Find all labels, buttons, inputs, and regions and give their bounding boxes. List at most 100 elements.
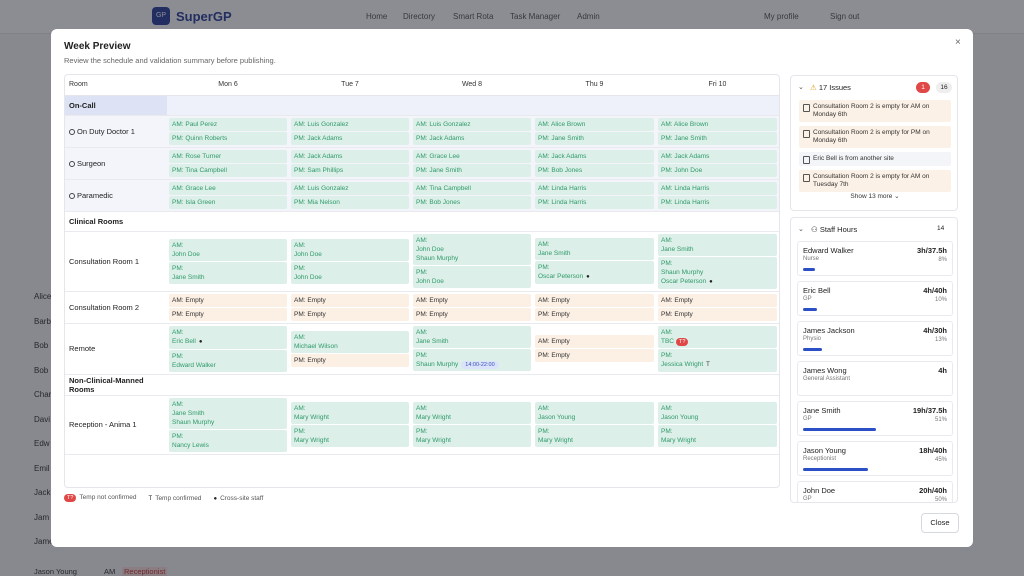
shift-block: AM: Michael Wilson xyxy=(291,330,409,353)
staff-line: Shaun Murphy xyxy=(661,268,704,276)
staff-line: Michael Wilson xyxy=(294,342,338,350)
day-cell: AM: Jane Smith PM: Shaun Murphy 14:00-22:00 xyxy=(411,323,533,375)
staff-line: AM: Paul Perez xyxy=(172,120,218,128)
legend-item: T Temp confirmed xyxy=(149,495,202,502)
shift-block: PM: Quinn Roberts xyxy=(169,131,287,145)
staff-line: Shaun Murphy xyxy=(416,255,459,262)
day-cell: AM: Jack Adams PM: Sam Phillips xyxy=(289,147,411,180)
day-cell: AM: Empty PM: Empty xyxy=(656,291,779,324)
staff-line: AM: Jack Adams xyxy=(538,152,587,160)
staff-count: 14 xyxy=(937,225,945,232)
staff-line: PM: xyxy=(172,264,184,272)
day-cell: AM: Jason Young PM: Mary Wright xyxy=(533,395,656,455)
shift-block: AM: Grace Lee xyxy=(169,181,287,195)
day-cell: AM: Jane Smith PM: Oscar Peterson ● xyxy=(533,231,656,292)
day-cell: AM: Michael Wilson PM: Empty xyxy=(289,323,411,375)
room-cell: On Duty Doctor 1 xyxy=(65,115,167,148)
staff-line: PM: Empty xyxy=(294,356,326,364)
staff-line: AM: xyxy=(416,237,428,244)
close-icon[interactable]: × xyxy=(955,37,961,48)
staff-line: PM: Quinn Roberts xyxy=(172,134,228,142)
staff-percent: 13% xyxy=(934,337,947,343)
legend-label: Temp confirmed xyxy=(155,494,202,502)
room-row: Reception - Anima 1 AM: Jane Smith Shaun Mu… xyxy=(65,395,779,455)
show-more[interactable]: Show 13 more ⌄ xyxy=(850,193,900,200)
section-title: On-Call xyxy=(65,95,167,116)
staff-line: AM: xyxy=(538,241,550,248)
legend-item: ● Cross-site staff xyxy=(213,495,263,502)
staff-line: AM: Empty xyxy=(538,338,570,345)
chevron[interactable]: ⌄ xyxy=(798,84,804,91)
modal-title: Week Preview xyxy=(64,41,131,52)
staff-line: AM: Empty xyxy=(416,296,448,304)
shift-block: AM: Jane Smith Shaun Murphy xyxy=(169,397,287,429)
staff-line: PM: Linda Harris xyxy=(661,198,710,206)
staff-line: AM: Linda Harris xyxy=(538,184,587,192)
staff-line: Jason Young xyxy=(661,414,699,421)
staff-line: PM: xyxy=(172,432,184,440)
staff-percent: 50% xyxy=(934,497,947,503)
section-title: Clinical Rooms xyxy=(65,211,167,232)
staff-line: PM: xyxy=(661,351,673,359)
staff-line: Jane Smith xyxy=(416,338,449,345)
room-name: Consultation Room 2 xyxy=(69,302,140,312)
staff-line: AM: Tina Campbell xyxy=(416,184,471,192)
staff-name: Jane Smith xyxy=(803,406,841,415)
staff-line: PM: xyxy=(416,269,428,276)
shift-block: PM: Shaun Murphy 14:00-22:00 xyxy=(413,349,531,371)
section-row: Non-Clinical-Manned Rooms xyxy=(65,374,779,396)
staff-line: AM: xyxy=(172,400,184,408)
staff-name: John Doe xyxy=(803,486,836,495)
staff-line: PM: xyxy=(538,264,550,271)
staff-hours: 20h/40h xyxy=(919,486,947,495)
shift-block: AM: Alice Brown xyxy=(535,117,654,131)
close-button[interactable]: Close xyxy=(921,513,959,533)
shift-block: AM: Empty xyxy=(535,335,654,348)
section-row: Clinical Rooms xyxy=(65,211,779,232)
section-title: Non-Clinical-Manned Rooms xyxy=(65,374,167,396)
staff-line: AM: xyxy=(294,241,306,249)
shift-block: PM: Jane Smith xyxy=(658,131,777,145)
staff-name: Jason Young xyxy=(803,446,846,455)
staff-line: AM: Empty xyxy=(294,296,326,304)
temp-unconfirmed-badge: T? xyxy=(676,337,689,346)
staff-line: Mary Wright xyxy=(416,437,451,444)
shift-block: PM: Empty xyxy=(535,307,654,321)
staff-name: TBC xyxy=(661,337,674,345)
shift-block: PM: Isla Green xyxy=(169,195,287,209)
shift-block: PM: Nancy Lewis xyxy=(169,429,287,452)
staff-line: AM: Grace Lee xyxy=(172,184,216,192)
shift-block: PM: Mary Wright xyxy=(291,425,409,447)
shift-block: AM: Jason Young xyxy=(535,402,654,424)
cross-site-marker: ● xyxy=(198,338,203,345)
staff-line: AM: xyxy=(416,405,428,412)
staff-role: Receptionist xyxy=(803,456,837,462)
staff-line: Mary Wright xyxy=(294,414,329,421)
staff-line: PM: Jack Adams xyxy=(294,134,343,142)
staff-line: AM: xyxy=(538,405,550,412)
shift-block: AM: Luis Gonzalez xyxy=(291,181,409,195)
staff-name: James Jackson xyxy=(803,326,855,335)
shift-block: AM: Luis Gonzalez xyxy=(413,117,531,131)
section-fill xyxy=(167,211,779,232)
staff-line: John Doe xyxy=(294,273,322,281)
staff-line: Mary Wright xyxy=(538,437,573,444)
shift-block: AM: John Doe xyxy=(291,238,409,261)
staff-line: PM: Bob Jones xyxy=(416,198,461,206)
clock-icon xyxy=(69,128,75,135)
day-cell: AM: Rose Turner PM: Tina Campbell xyxy=(167,147,289,180)
shift-block: PM: Empty xyxy=(291,307,409,321)
legend-label: Temp not confirmed xyxy=(79,494,137,501)
legend-item: T? Temp not confirmed xyxy=(64,494,137,502)
shift-block: AM: Jack Adams xyxy=(535,149,654,163)
chevron[interactable]: ⌄ xyxy=(798,226,804,233)
staff-line: Eric Bell ● xyxy=(172,337,284,347)
shift-block: AM: Empty xyxy=(291,293,409,307)
shift-block: PM: Sam Phillips xyxy=(291,163,409,177)
staff-role: Physio xyxy=(803,336,822,342)
room-cell: Remote xyxy=(65,323,167,375)
issues-title: ⚠ 17 Issues xyxy=(810,83,851,92)
staff-line: Jane Smith xyxy=(661,245,694,253)
day-cell: AM: Empty PM: Empty xyxy=(533,323,656,375)
